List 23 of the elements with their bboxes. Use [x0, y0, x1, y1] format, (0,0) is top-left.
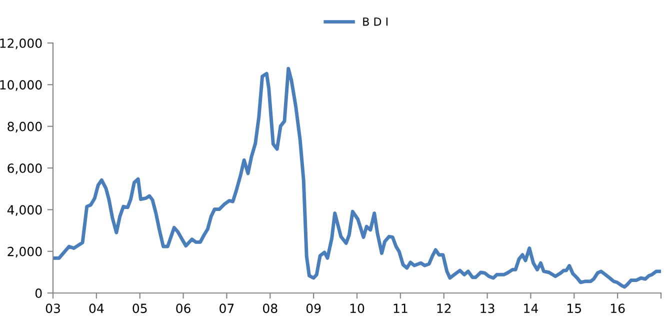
- x-tick-label: 13: [480, 304, 494, 314]
- legend-label: B D I: [363, 18, 388, 26]
- x-tick-label: 04: [89, 304, 104, 314]
- x-tick-label: 08: [263, 304, 278, 314]
- y-tick-label: 10,000: [0, 80, 42, 91]
- line-series: [53, 66, 661, 289]
- x-tick-label: 07: [220, 304, 234, 314]
- x-tick-label: 09: [306, 304, 321, 314]
- x-tick-label: 10: [350, 304, 364, 314]
- y-tick-label: 6,000: [8, 163, 42, 174]
- x-tick-label: 15: [568, 304, 582, 314]
- y-tick-label: 2,000: [8, 246, 42, 258]
- y-tick-label: 8,000: [8, 122, 42, 133]
- x-tick-label: 03: [46, 304, 60, 314]
- x-tick-label: 12: [437, 304, 451, 313]
- x-tick-label: 05: [132, 304, 147, 314]
- x-tick-label: 16: [610, 304, 625, 314]
- x-tick-label: 06: [176, 304, 190, 314]
- x-tick-label: 14: [524, 304, 538, 313]
- y-tick-label: 0: [35, 288, 42, 298]
- y-tick-label: 12,000: [0, 38, 42, 50]
- y-tick-label: 4,000: [7, 205, 42, 216]
- x-tick-label: 11: [394, 304, 408, 313]
